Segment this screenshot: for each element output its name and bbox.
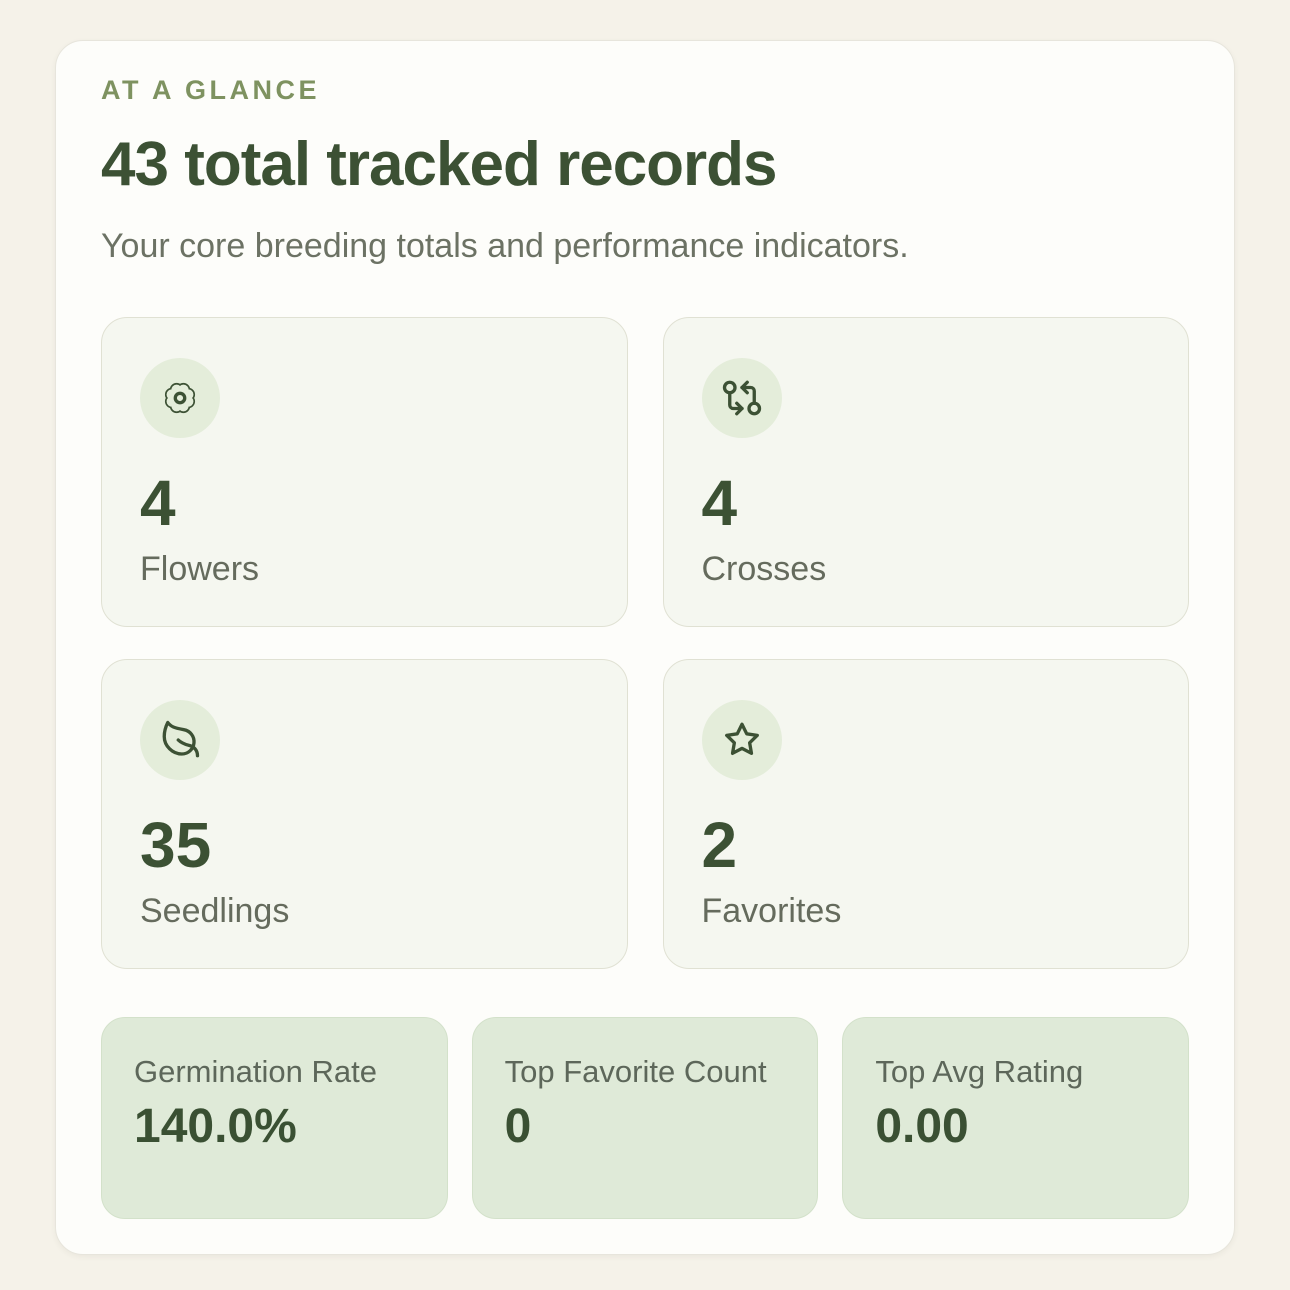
page-title: 43 total tracked records: [101, 130, 778, 199]
leaf-icon: [140, 699, 220, 780]
stat-card-seedlings: 35 Seedlings: [101, 658, 628, 969]
kpi-value: 140.0%: [134, 1100, 297, 1154]
kpi-grid: Germination Rate 140.0% Top Favorite Cou…: [101, 1016, 1189, 1219]
stat-label: Seedlings: [140, 891, 290, 930]
stat-value: 35: [140, 808, 212, 881]
section-eyebrow: AT A GLANCE: [101, 75, 320, 105]
kpi-label: Top Favorite Count: [504, 1053, 767, 1089]
stat-card-crosses: 4 Crosses: [662, 316, 1189, 627]
star-icon: [701, 699, 782, 780]
kpi-value: 0.00: [875, 1100, 969, 1154]
git-compare-arrows-icon: [701, 357, 782, 438]
kpi-label: Germination Rate: [134, 1053, 377, 1089]
kpi-card-germination-rate: Germination Rate 140.0%: [101, 1016, 448, 1219]
at-a-glance-card: AT A GLANCE 43 total tracked records You…: [55, 40, 1235, 1255]
stat-card-flowers: 4 Flowers: [101, 316, 628, 627]
stats-grid: 4 Flowers 4 Crosses: [101, 316, 1189, 969]
stat-value: 4: [701, 466, 738, 539]
stat-card-favorites: 2 Favorites: [662, 658, 1189, 969]
flower-icon: [140, 357, 220, 438]
stat-label: Flowers: [140, 549, 260, 588]
stat-label: Favorites: [701, 891, 842, 930]
stat-value: 2: [701, 808, 738, 881]
page-subtitle: Your core breeding totals and performanc…: [101, 227, 909, 265]
kpi-card-top-avg-rating: Top Avg Rating 0.00: [842, 1016, 1189, 1219]
kpi-card-top-favorite-count: Top Favorite Count 0: [471, 1016, 819, 1219]
stat-label: Crosses: [701, 549, 827, 588]
stat-value: 4: [140, 466, 176, 539]
kpi-label: Top Avg Rating: [875, 1053, 1084, 1089]
kpi-value: 0: [504, 1100, 532, 1154]
